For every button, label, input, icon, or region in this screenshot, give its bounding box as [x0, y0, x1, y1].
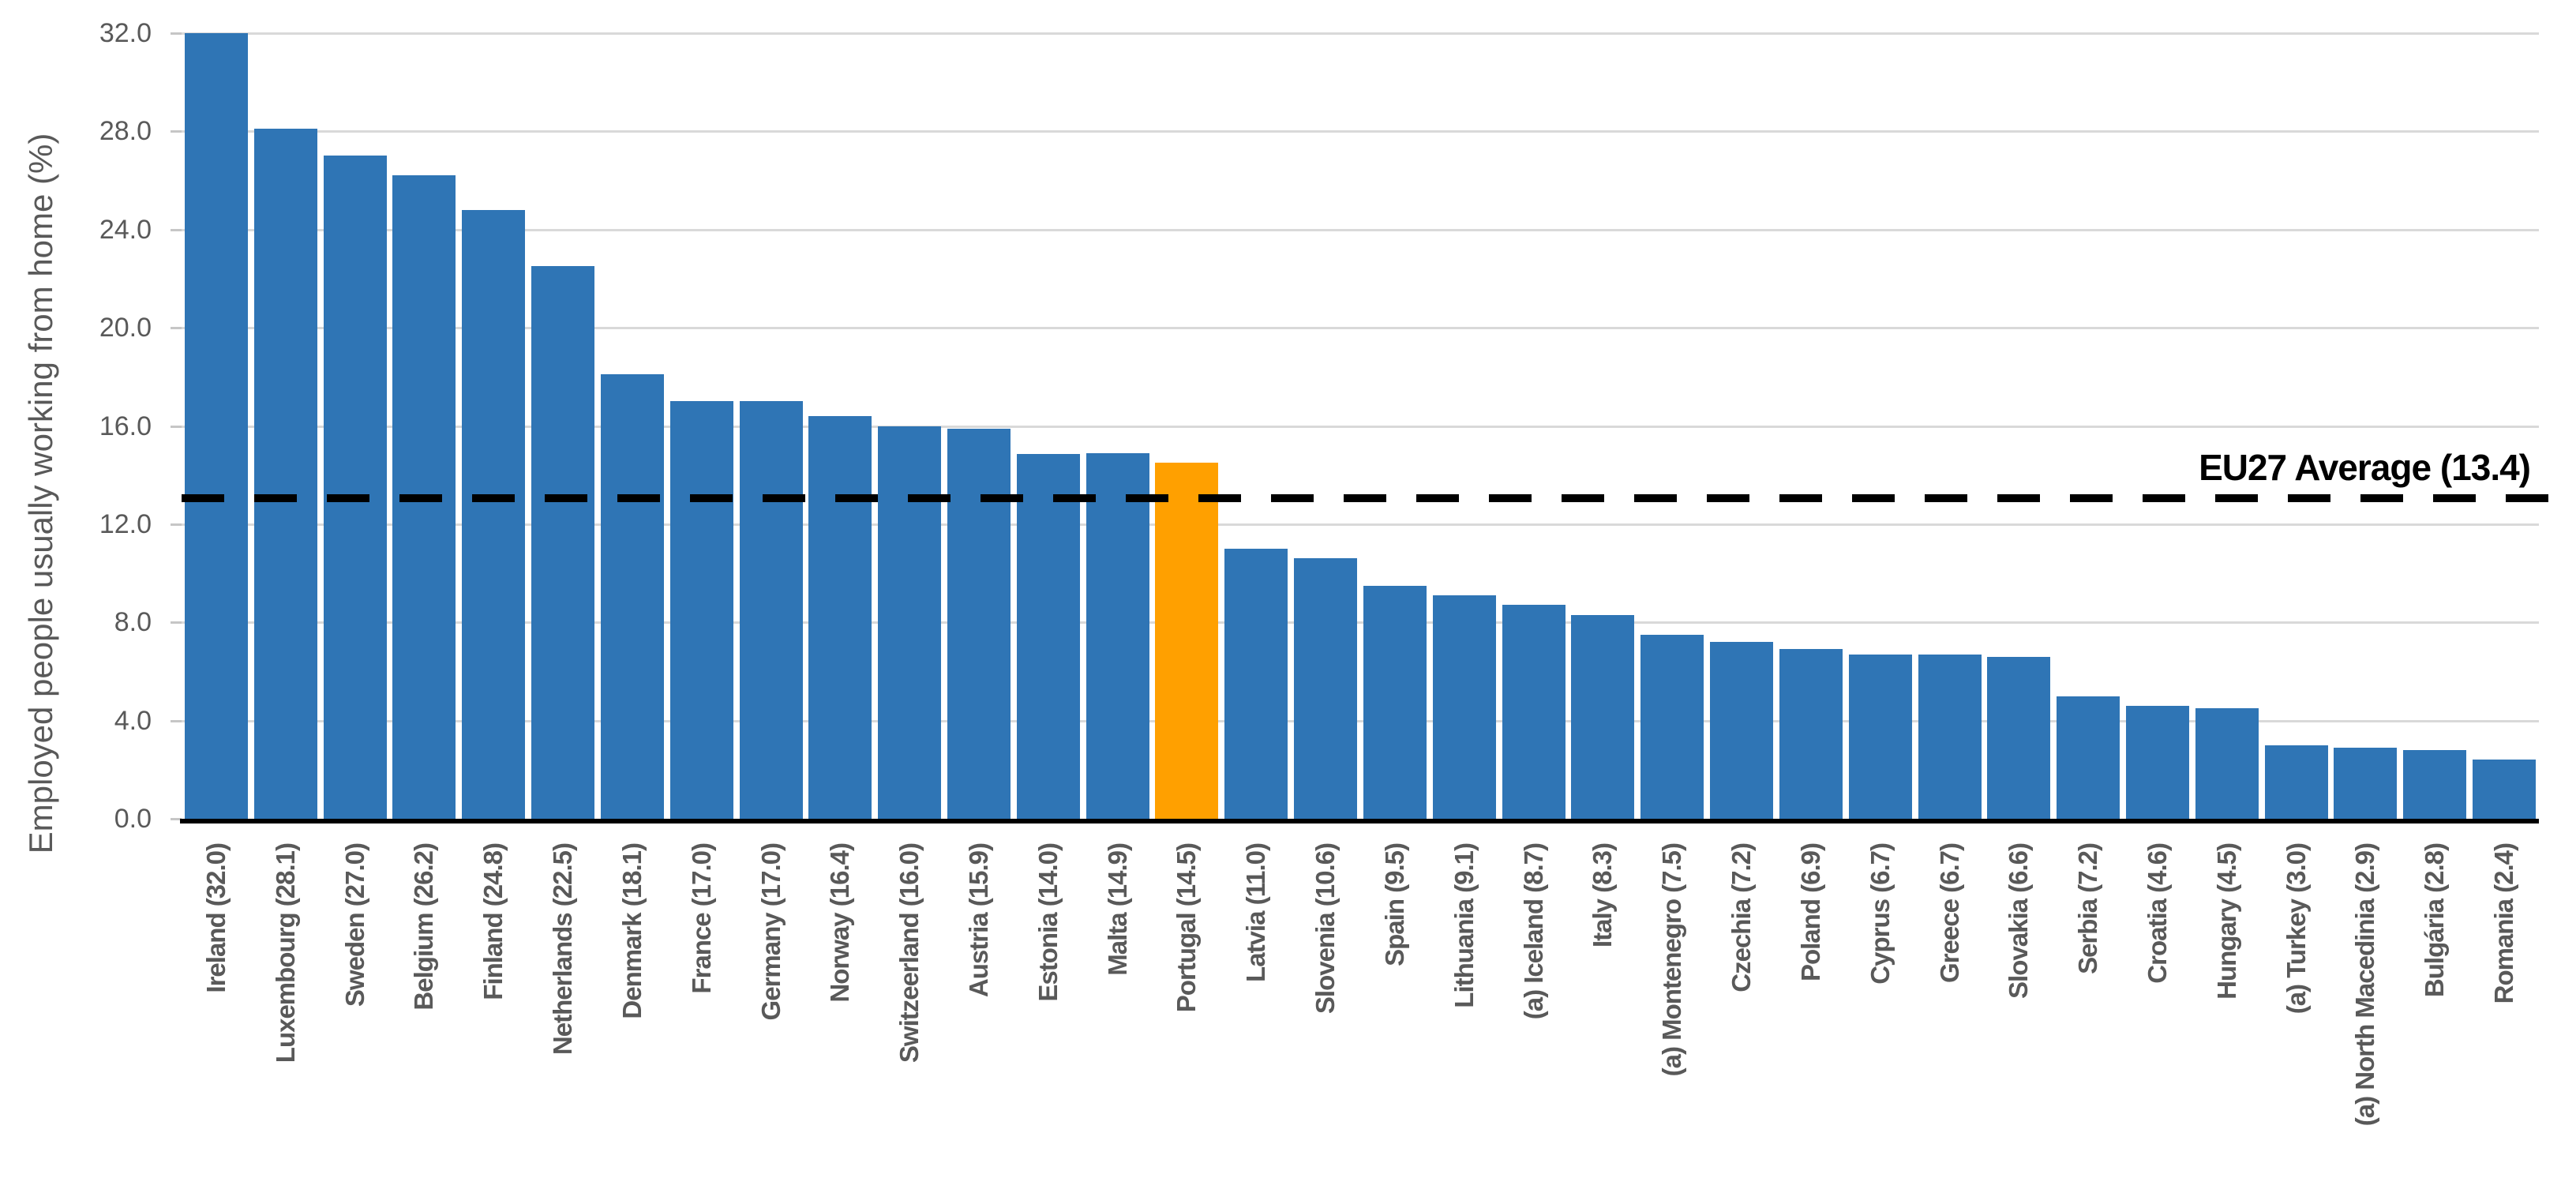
bar-poland — [1779, 649, 1843, 819]
x-label-slovakia: Slovakia (6.6) — [2004, 843, 2033, 999]
gridline-20 — [182, 327, 2539, 329]
bar-latvia — [1224, 549, 1288, 819]
y-tick-label-16: 16.0 — [99, 411, 152, 441]
x-label-bulg-ria: Bulgária (2.8) — [2420, 843, 2449, 998]
bar-norway — [808, 416, 872, 819]
bar-italy — [1571, 615, 1634, 819]
bar-montenegro — [1640, 635, 1704, 819]
bar-germany — [740, 401, 803, 819]
x-label-italy: Italy (8.3) — [1588, 843, 1617, 948]
x-label-czechia: Czechia (7.2) — [1727, 843, 1756, 992]
gridline-32 — [182, 32, 2539, 35]
bar-romania — [2473, 760, 2536, 819]
eu-average-label: EU27 Average (13.4) — [2199, 447, 2531, 488]
bar-croatia — [2126, 706, 2189, 819]
y-tick-label-24: 24.0 — [99, 215, 152, 245]
y-tick-mark-32 — [171, 32, 182, 35]
bar-switzeerland — [878, 426, 941, 819]
gridline-16 — [182, 426, 2539, 428]
y-tick-label-20: 20.0 — [99, 313, 152, 343]
y-tick-mark-12 — [171, 523, 182, 526]
gridline-24 — [182, 229, 2539, 231]
bar-sweden — [324, 156, 387, 819]
x-label-france: France (17.0) — [687, 843, 716, 994]
bar-turkey — [2265, 745, 2328, 819]
x-label-austria: Austria (15.9) — [964, 843, 993, 998]
x-label-north-macedinia: (a) North Macedinia (2.9) — [2350, 843, 2379, 1127]
bar-hungary — [2195, 708, 2259, 819]
x-label-latvia: Latvia (11.0) — [1241, 843, 1270, 982]
x-label-denmark: Denmark (18.1) — [617, 843, 647, 1019]
y-tick-label-28: 28.0 — [99, 116, 152, 146]
x-label-ireland: Ireland (32.0) — [201, 843, 231, 993]
bar-serbia — [2057, 696, 2120, 819]
x-label-norway: Norway (16.4) — [825, 843, 854, 1003]
x-label-romania: Romania (2.4) — [2489, 843, 2518, 1004]
x-label-greece: Greece (6.7) — [1935, 843, 1964, 983]
x-label-serbia: Serbia (7.2) — [2073, 843, 2102, 974]
x-label-lithuania: Lithuania (9.1) — [1449, 843, 1479, 1008]
x-label-luxembourg: Luxembourg (28.1) — [271, 843, 300, 1064]
bar-estonia — [1017, 454, 1080, 819]
bar-slovakia — [1987, 657, 2050, 819]
bar-iceland — [1502, 605, 1565, 819]
x-label-turkey: (a) Turkey (3.0) — [2282, 843, 2311, 1015]
y-tick-label-8: 8.0 — [114, 607, 152, 637]
bar-bulg-ria — [2403, 750, 2466, 819]
y-tick-mark-0 — [171, 818, 182, 820]
x-label-hungary: Hungary (4.5) — [2212, 843, 2241, 1000]
x-axis-line — [180, 819, 2539, 823]
x-label-sweden: Sweden (27.0) — [340, 843, 369, 1007]
bar-lithuania — [1433, 595, 1496, 819]
x-label-cyprus: Cyprus (6.7) — [1865, 843, 1895, 985]
gridline-12 — [182, 523, 2539, 526]
bar-ireland — [185, 33, 248, 819]
y-tick-mark-28 — [171, 130, 182, 133]
bar-greece — [1918, 655, 1982, 819]
y-tick-mark-4 — [171, 720, 182, 722]
x-label-poland: Poland (6.9) — [1796, 843, 1825, 982]
y-tick-mark-16 — [171, 426, 182, 428]
bar-luxembourg — [254, 129, 317, 819]
x-label-switzeerland: Switzeerland (16.0) — [894, 843, 924, 1064]
bar-malta — [1086, 453, 1149, 819]
bar-portugal — [1155, 463, 1218, 819]
bar-finland — [462, 210, 525, 819]
eu-average-reference-line — [182, 494, 2558, 502]
bar-czechia — [1710, 642, 1773, 819]
y-tick-label-0: 0.0 — [114, 804, 152, 834]
y-tick-label-32: 32.0 — [99, 18, 152, 48]
bar-denmark — [601, 374, 664, 819]
gridline-28 — [182, 130, 2539, 133]
y-tick-mark-8 — [171, 621, 182, 624]
gridline-8 — [182, 621, 2539, 624]
x-label-germany: Germany (17.0) — [756, 843, 786, 1021]
gridline-4 — [182, 720, 2539, 722]
x-label-spain: Spain (9.5) — [1380, 843, 1409, 966]
x-label-belgium: Belgium (26.2) — [409, 843, 438, 1011]
y-tick-mark-20 — [171, 327, 182, 329]
bar-netherlands — [531, 266, 594, 819]
x-label-croatia: Croatia (4.6) — [2143, 843, 2172, 984]
y-tick-mark-24 — [171, 229, 182, 231]
bar-slovenia — [1294, 558, 1357, 819]
y-tick-label-4: 4.0 — [114, 706, 152, 736]
bar-austria — [947, 429, 1011, 819]
x-label-slovenia: Slovenia (10.6) — [1310, 843, 1340, 1015]
x-label-malta: Malta (14.9) — [1103, 843, 1132, 976]
y-tick-label-12: 12.0 — [99, 509, 152, 539]
x-label-iceland: (a) Iceland (8.7) — [1519, 843, 1548, 1020]
x-label-estonia: Estonia (14.0) — [1033, 843, 1063, 1002]
x-label-finland: Finland (24.8) — [478, 843, 508, 1000]
bar-spain — [1363, 586, 1427, 819]
x-label-portugal: Portugal (14.5) — [1172, 843, 1201, 1013]
bar-north-macedinia — [2334, 748, 2397, 819]
bar-cyprus — [1849, 655, 1912, 819]
x-label-montenegro: (a) Montenegro (7.5) — [1657, 843, 1686, 1077]
bar-france — [670, 401, 733, 819]
x-label-netherlands: Netherlands (22.5) — [548, 843, 577, 1056]
